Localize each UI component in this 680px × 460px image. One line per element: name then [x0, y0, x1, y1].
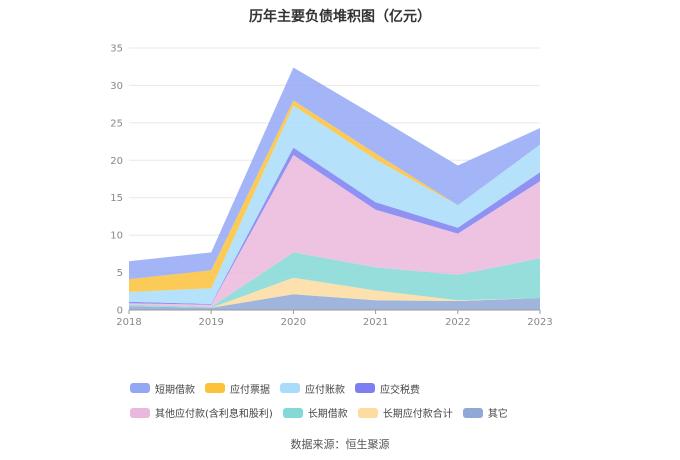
y-tick-label: 20 [110, 156, 123, 167]
x-tick-label: 2023 [527, 317, 552, 328]
area-series-3 [129, 155, 540, 307]
legend-swatch [462, 407, 483, 418]
x-tick-label: 2021 [363, 317, 388, 328]
area-series-1 [129, 277, 540, 308]
chart-title: 历年主要负债堆积图（亿元） [249, 9, 431, 25]
x-tick-label: 2018 [116, 317, 141, 328]
legend-label: 长期借款 [307, 409, 348, 420]
legend-item[interactable]: 应付账款 [280, 381, 345, 396]
area-series-0 [129, 294, 540, 310]
legend-label: 其他应付款(含利息和股利) [155, 409, 273, 420]
legend-label: 应付账款 [305, 384, 345, 396]
y-tick-label: 25 [110, 118, 123, 129]
legend-item[interactable]: 短期借款 [130, 381, 195, 396]
x-tick-label: 2020 [281, 317, 306, 328]
legend-label: 应付票据 [230, 384, 270, 396]
x-tick-label: 2022 [445, 317, 470, 328]
legend-swatch [205, 383, 225, 393]
legend-item[interactable]: 应交税费 [355, 381, 420, 396]
legend-swatch [355, 383, 375, 393]
y-tick-label: 5 [117, 268, 123, 279]
legend-item[interactable]: 长期借款 [282, 405, 348, 420]
legend-swatch [130, 407, 150, 418]
legend-item[interactable]: 其他应付款(含利息和股利) [130, 405, 273, 420]
y-tick-label: 0 [117, 306, 123, 317]
legend-swatch [282, 407, 303, 418]
x-tick-label: 2019 [198, 317, 223, 328]
legend-item[interactable]: 应付票据 [205, 381, 270, 396]
area-series-7 [129, 67, 540, 280]
area-series-2 [129, 252, 540, 308]
legend-item[interactable]: 其它 [462, 405, 508, 420]
legend-swatch [130, 383, 150, 393]
y-tick-label: 15 [110, 193, 123, 204]
y-tick-label: 35 [110, 44, 123, 55]
area-series [129, 67, 540, 310]
area-series-4 [129, 147, 540, 305]
y-tick-label: 10 [110, 231, 123, 242]
y-tick-label: 30 [110, 81, 123, 92]
legend-label: 其它 [487, 409, 508, 420]
axes: 0 5 10 15 20 25 30 35 2018 2019 2020 2021 2022 2023 [110, 44, 552, 329]
legend-item[interactable]: 长期应付款合计 [357, 405, 453, 420]
data-source-note: 数据来源：恒生聚源 [290, 438, 390, 451]
legend-swatch [357, 407, 378, 418]
legend: 短期借款 应付票据 应付账款 应交税费其他应付款(含利息和股利) 长期借款 长期应付款合计… [130, 378, 570, 427]
area-series-5 [129, 105, 540, 304]
legend-label: 应交税费 [380, 384, 420, 396]
legend-label: 短期借款 [155, 384, 195, 396]
legend-swatch [280, 383, 300, 393]
legend-label: 长期应付款合计 [382, 409, 453, 420]
